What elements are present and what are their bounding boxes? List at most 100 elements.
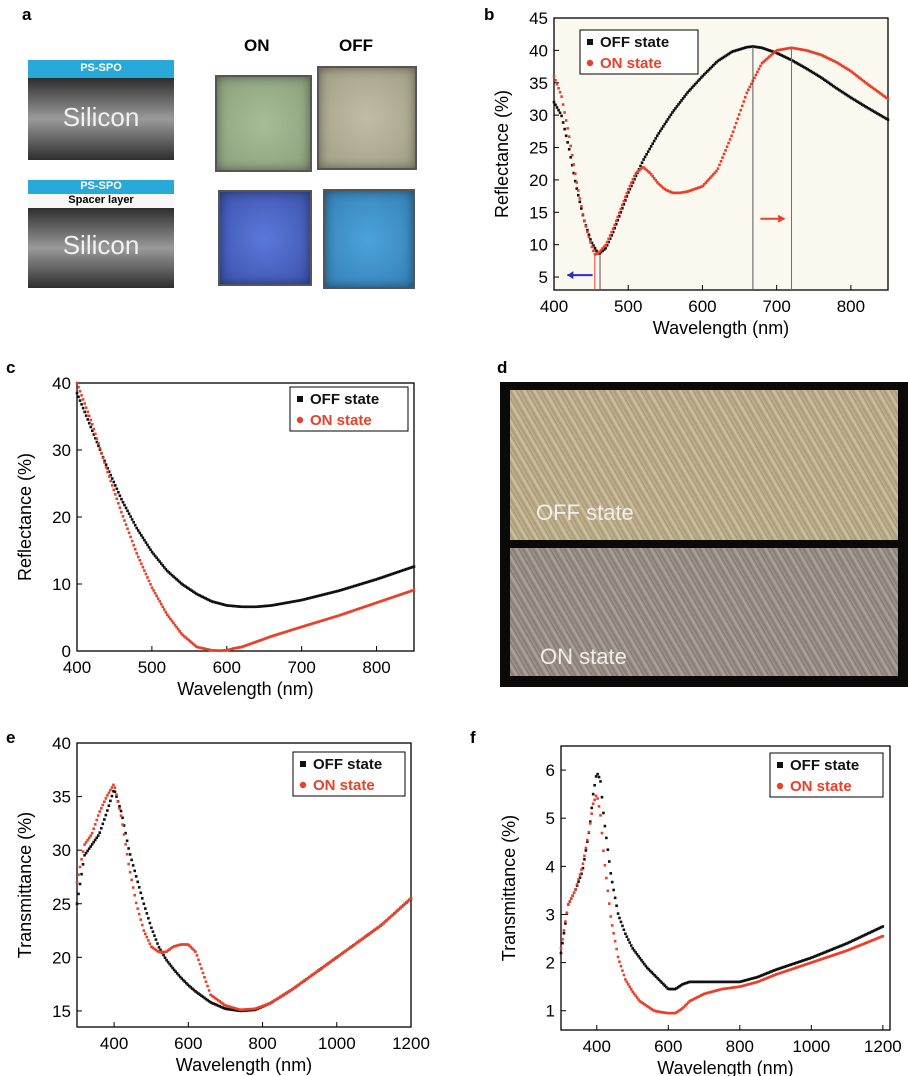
data-point xyxy=(353,943,357,946)
data-point xyxy=(601,247,604,250)
data-point xyxy=(248,1007,252,1011)
data-point xyxy=(320,967,323,970)
silicon-layer: Silicon xyxy=(28,208,174,288)
data-point xyxy=(842,950,845,954)
data-point xyxy=(107,804,111,807)
data-point xyxy=(779,966,782,970)
data-point xyxy=(162,950,165,954)
data-point xyxy=(666,987,670,990)
data-point xyxy=(636,170,639,174)
data-point xyxy=(596,251,600,255)
data-point xyxy=(192,642,195,646)
data-point xyxy=(570,163,574,167)
data-point xyxy=(274,633,278,637)
red-arrow-head xyxy=(778,214,786,223)
data-point xyxy=(838,62,841,66)
chart-b-group: 400 500 600 700 80051015202530354045Waveleng… xyxy=(492,9,890,338)
data-point xyxy=(286,990,290,994)
x-tick-label: 400 xyxy=(540,297,568,316)
data-point xyxy=(873,110,876,114)
data-point xyxy=(193,644,197,647)
data-point xyxy=(831,947,835,951)
data-point xyxy=(323,964,326,968)
data-point xyxy=(642,166,645,169)
data-point xyxy=(376,926,379,930)
data-point xyxy=(817,953,820,957)
data-point xyxy=(569,155,572,159)
data-point xyxy=(669,987,673,991)
data-point xyxy=(607,237,610,241)
data-point xyxy=(124,523,128,526)
x-tick-label: 700 xyxy=(287,658,315,677)
data-point xyxy=(660,185,664,188)
data-point xyxy=(198,993,202,996)
data-point xyxy=(735,980,738,984)
data-point xyxy=(118,494,122,497)
data-point xyxy=(788,57,791,61)
data-point xyxy=(784,969,788,973)
data-point xyxy=(149,548,152,552)
data-point xyxy=(117,490,120,494)
data-point xyxy=(562,931,566,935)
data-point xyxy=(127,847,130,850)
data-point xyxy=(804,67,808,70)
data-point xyxy=(695,81,699,84)
coating-layer: PS-SPO xyxy=(28,180,174,194)
sample-top-off xyxy=(317,66,417,170)
data-point xyxy=(109,788,112,792)
data-point xyxy=(643,962,646,966)
data-point xyxy=(103,800,106,803)
data-point xyxy=(83,402,86,405)
data-point xyxy=(406,899,410,903)
data-point xyxy=(377,925,381,929)
data-point xyxy=(185,981,188,985)
data-point xyxy=(624,195,627,199)
data-point xyxy=(80,858,83,861)
data-point xyxy=(618,960,621,964)
data-point xyxy=(859,935,863,939)
data-point xyxy=(836,87,840,91)
data-point xyxy=(682,982,686,986)
data-point xyxy=(625,195,629,198)
data-point xyxy=(693,187,697,191)
data-point xyxy=(348,586,351,589)
data-point xyxy=(227,1007,231,1011)
data-point xyxy=(625,980,629,984)
data-point xyxy=(618,916,621,920)
data-point xyxy=(821,54,825,57)
data-point xyxy=(280,631,284,635)
data-point xyxy=(158,560,162,563)
data-point xyxy=(722,55,726,59)
data-point xyxy=(713,980,716,984)
data-point xyxy=(110,786,114,789)
data-point xyxy=(780,971,784,974)
data-point xyxy=(846,949,850,952)
data-point xyxy=(812,71,815,75)
data-point xyxy=(206,984,209,988)
data-point xyxy=(225,648,229,652)
data-point xyxy=(859,77,862,81)
data-point xyxy=(821,951,825,955)
data-point xyxy=(740,47,744,50)
data-point xyxy=(87,836,91,840)
data-point xyxy=(144,572,148,576)
data-point xyxy=(356,607,359,611)
data-point xyxy=(99,806,103,810)
data-point xyxy=(193,591,197,595)
data-point xyxy=(316,594,319,598)
data-point xyxy=(684,982,687,985)
data-point xyxy=(874,928,877,932)
y-tick-label: 40 xyxy=(52,374,71,393)
data-point xyxy=(164,568,168,571)
x-tick-label: 700 xyxy=(762,297,790,316)
data-point xyxy=(242,644,246,648)
data-point xyxy=(796,965,800,969)
data-point xyxy=(694,980,697,984)
data-point xyxy=(583,854,586,858)
data-point xyxy=(113,786,117,789)
data-point xyxy=(701,993,705,996)
data-point xyxy=(628,187,632,191)
data-point xyxy=(577,880,580,883)
data-point xyxy=(665,188,668,192)
data-point xyxy=(361,937,364,941)
